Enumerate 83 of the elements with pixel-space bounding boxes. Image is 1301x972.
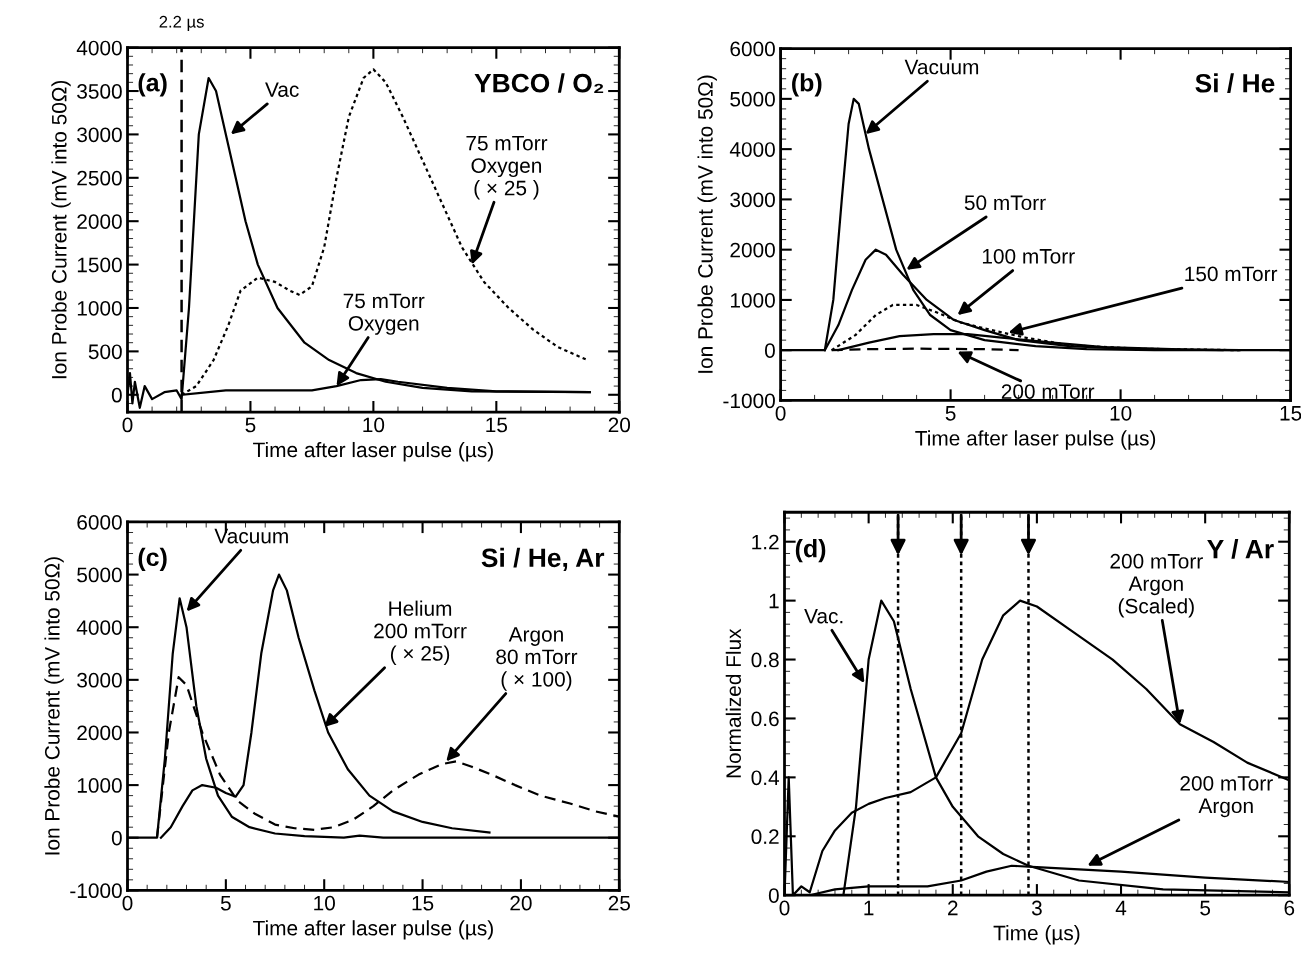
y-tick-label: -1000: [723, 393, 775, 409]
y-tick-label: 0.8: [751, 652, 779, 668]
y-axis-title: Ion Probe Current (mV into 50Ω): [697, 75, 717, 373]
x-tick-label: 10: [1110, 405, 1132, 421]
y-tick-label: 2000: [77, 725, 122, 741]
x-tick-label: 5: [945, 406, 956, 421]
x-tick-label: 10: [314, 895, 335, 911]
x-tick-label: 0: [779, 900, 790, 916]
x-axis-title: Time after laser pulse (µs): [253, 441, 493, 462]
y-tick-label: 0.4: [751, 770, 780, 786]
x-tick-label: 20: [608, 417, 631, 433]
x-tick-label: 25: [608, 895, 630, 911]
y-tick-label: 0: [764, 343, 775, 358]
x-tick-label: 0: [122, 417, 133, 433]
y-tick-label: 2000: [730, 242, 775, 258]
annotation: (b): [792, 73, 822, 97]
y-tick-label: 6000: [730, 41, 775, 57]
text: Si / He, Ar: [481, 547, 605, 571]
y-tick-label: 4000: [76, 40, 122, 56]
y-tick-label: 1500: [77, 257, 122, 273]
annotation: Argon 80 mTorr ( × 100): [496, 627, 578, 691]
x-tick-label: 6: [1284, 900, 1295, 916]
y-tick-label: 1.2: [752, 534, 779, 550]
annotation: Vac: [265, 82, 299, 97]
y-tick-label: 2000: [77, 214, 122, 229]
x-tick-label: 5: [220, 895, 231, 911]
annotation: Vacuum: [904, 59, 979, 75]
y-tick-label: 1000: [730, 292, 775, 308]
annotation: 75 mTorr Oxygen ( × 25 ): [466, 135, 548, 200]
x-axis-title: Time after laser pulse (µs): [253, 920, 493, 940]
y-tick-label: 0.2: [751, 829, 779, 845]
y-tick-label: 5000: [730, 91, 775, 107]
text: Si / He: [1195, 73, 1275, 93]
y-tick-label: 1000: [77, 300, 122, 316]
annotation: (c): [138, 547, 167, 572]
y-tick-label: 4000: [729, 142, 775, 157]
y-tick-label: 3000: [77, 127, 122, 143]
x-tick-label: 20: [510, 895, 532, 911]
y-tick-label: 5000: [77, 567, 122, 583]
annotation: 75 mTorr Oxygen: [343, 293, 425, 335]
x-axis-title: Time after laser pulse (µs): [915, 430, 1156, 450]
y-tick-label: 1000: [77, 778, 122, 793]
y-tick-label: 3500: [77, 84, 122, 99]
y-axis-title: Normalized Flux: [725, 628, 742, 778]
annotation: 200 mTorr Argon: [1180, 775, 1273, 818]
y-tick-label: 2500: [77, 170, 122, 186]
y-tick-label: 6000: [77, 514, 122, 530]
y-tick-label: 3000: [730, 192, 775, 208]
annotation: 200 mTorr: [1001, 384, 1095, 399]
y-tick-label: 0: [111, 387, 122, 403]
annotation: 200 mTorr Argon (Scaled): [1110, 553, 1203, 618]
x-tick-label: 3: [1031, 900, 1042, 916]
x-tick-label: 5: [245, 417, 256, 433]
annotation: Helium 200 mTorr ( × 25): [374, 600, 467, 665]
annotation: Vac.: [804, 608, 843, 624]
y-tick-label: 3000: [77, 672, 122, 688]
x-tick-label: 1: [864, 900, 874, 916]
y-axis-title: Ion Probe Current (mV into 50Ω): [51, 80, 71, 379]
text: Y / Ar: [1207, 539, 1274, 559]
annotation: 100 mTorr: [982, 248, 1075, 264]
x-tick-label: 10: [363, 417, 385, 433]
annotation: (a): [138, 73, 167, 97]
annotation: 50 mTorr: [964, 195, 1046, 211]
x-tick-label: 4: [1115, 900, 1127, 916]
annotation: Vacuum: [214, 528, 288, 544]
y-tick-label: 4000: [76, 620, 122, 635]
y-tick-label: 1: [769, 593, 779, 609]
annotation: (d): [795, 539, 826, 563]
y-tick-label: -1000: [70, 883, 122, 899]
x-tick-label: 2: [948, 900, 958, 916]
text: YBCO / O₂: [474, 73, 604, 94]
x-tick-label: 15: [412, 895, 434, 911]
x-tick-label: 5: [1200, 900, 1211, 916]
y-tick-label: 0.6: [751, 711, 779, 727]
x-tick-label: 15: [486, 417, 508, 433]
y-tick-label: 500: [88, 344, 122, 360]
annotation: 150 mTorr: [1185, 266, 1278, 282]
x-axis-title: Time (µs): [993, 925, 1080, 945]
ref-line-label: 2.2 µs: [159, 15, 204, 31]
y-tick-label: 0: [111, 830, 122, 846]
x-tick-label: 15: [1280, 406, 1301, 421]
y-axis-title: Ion Probe Current (mV into 50Ω): [44, 557, 64, 855]
x-tick-label: 0: [122, 895, 133, 911]
